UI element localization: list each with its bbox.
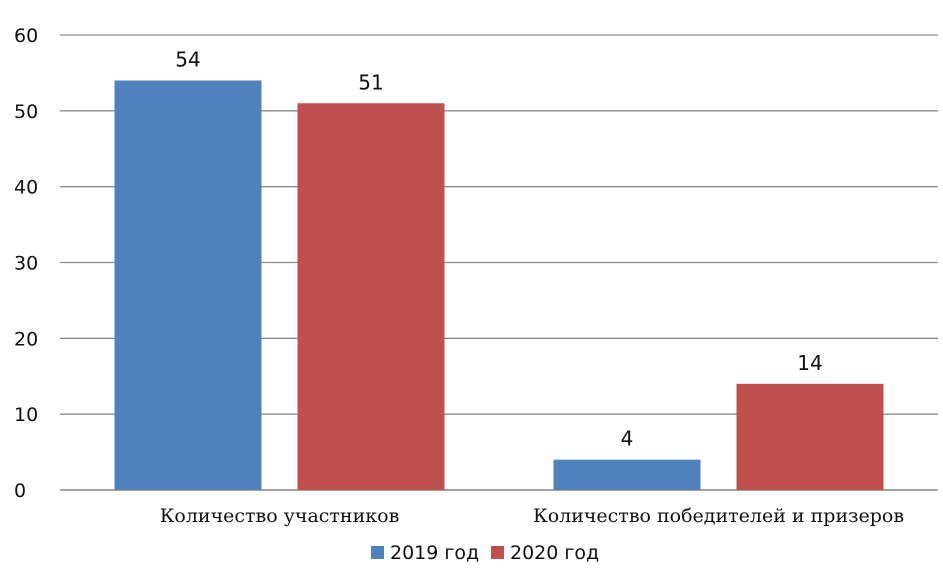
y-tick-label: 10 xyxy=(14,404,38,426)
legend-swatch-0 xyxy=(371,546,384,559)
legend-label-0: 2019 год xyxy=(390,542,479,564)
y-tick-label: 0 xyxy=(14,480,26,502)
bar-series-0-category-1 xyxy=(553,459,701,490)
y-tick-label: 60 xyxy=(14,25,38,47)
category-label: Количество победителей и призеров xyxy=(533,505,904,527)
legend: 2019 год 2020 год xyxy=(371,542,599,564)
y-tick-label: 20 xyxy=(14,328,38,350)
data-label: 54 xyxy=(175,48,200,72)
data-label: 4 xyxy=(621,427,634,451)
bar-series-0-category-0 xyxy=(114,80,262,490)
data-labels: 54 51 4 14 xyxy=(175,48,822,451)
bar-series-1-category-1 xyxy=(736,383,884,490)
y-tick-label: 50 xyxy=(14,101,38,123)
y-axis-ticks: 0 10 20 30 40 50 60 xyxy=(14,25,38,502)
legend-swatch-1 xyxy=(491,546,504,559)
data-label: 14 xyxy=(797,351,822,375)
y-tick-label: 30 xyxy=(14,253,38,275)
data-label: 51 xyxy=(358,70,383,94)
category-label: Количество участников xyxy=(160,505,400,527)
x-axis-categories: Количество участников Количество победите… xyxy=(160,505,904,527)
legend-label-1: 2020 год xyxy=(510,542,599,564)
bar-series-1-category-0 xyxy=(297,103,445,490)
y-tick-label: 40 xyxy=(14,177,38,199)
bars xyxy=(114,80,884,490)
